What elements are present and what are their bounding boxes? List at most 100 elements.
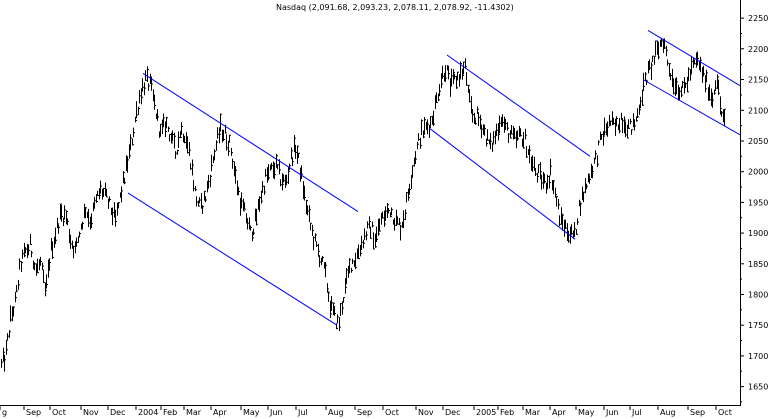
x-tick-label: Feb [163, 408, 177, 417]
price-bar [576, 229, 578, 235]
price-bar [294, 135, 296, 153]
price-bar [351, 267, 353, 273]
price-bar [595, 150, 597, 160]
y-tick-label: 2150 [748, 76, 768, 85]
x-tick-label: Dec [445, 408, 460, 417]
price-bar [177, 149, 179, 155]
price-bar [714, 89, 716, 95]
price-bar [4, 354, 6, 372]
price-bar [373, 232, 375, 250]
price-bar [412, 165, 414, 178]
price-bar [688, 67, 690, 82]
price-bar [22, 249, 24, 259]
price-bar [208, 175, 210, 189]
price-bar [334, 305, 336, 316]
price-bar [106, 188, 108, 198]
price-bar [376, 226, 378, 242]
price-bar [640, 96, 642, 109]
price-bar [544, 173, 546, 184]
price-bar [349, 258, 351, 274]
price-bar [559, 215, 561, 227]
price-bar [493, 131, 495, 144]
price-bar [325, 262, 327, 278]
price-bar [574, 222, 576, 237]
price-bar [553, 180, 555, 195]
price-bar [441, 73, 443, 89]
price-bar [721, 111, 723, 117]
price-bar [328, 291, 330, 302]
price-bar [219, 127, 221, 144]
price-bar [724, 108, 726, 127]
price-bar [703, 65, 705, 77]
price-bar [481, 124, 483, 139]
x-tick-label: May [578, 408, 595, 417]
price-bar [712, 92, 714, 108]
price-bar [109, 196, 111, 202]
price-bar [418, 133, 420, 141]
trend-channel-lines [127, 29, 741, 326]
price-bar [661, 38, 663, 47]
price-bar [535, 168, 537, 176]
price-bar [589, 175, 591, 184]
price-bar [451, 68, 453, 87]
y-tick-label: 1700 [748, 352, 768, 361]
price-bar [649, 59, 651, 71]
price-bar [523, 132, 525, 149]
price-bar [96, 194, 98, 203]
x-tick-label: Oct [52, 408, 66, 417]
price-bar [231, 148, 233, 156]
price-bar [310, 222, 312, 231]
price-bar [508, 133, 510, 144]
price-bar [496, 123, 498, 136]
price-bar [187, 136, 189, 154]
price-bar [378, 218, 380, 236]
price-bar [289, 163, 291, 171]
trend-line [142, 72, 359, 213]
price-bar [265, 168, 267, 177]
y-tick-label: 1850 [748, 260, 768, 269]
price-bar [538, 164, 540, 174]
price-bar [42, 262, 44, 271]
price-bar [276, 153, 278, 168]
price-bar [57, 217, 59, 229]
price-bar [390, 212, 392, 218]
price-bar [204, 190, 206, 201]
price-bar [679, 87, 681, 101]
price-bar [408, 188, 410, 201]
price-bar [43, 269, 45, 284]
price-bar [232, 158, 234, 169]
price-bar [415, 151, 417, 164]
price-series [1, 38, 726, 372]
price-bar [336, 323, 338, 330]
price-bar [654, 55, 656, 65]
price-bar [636, 116, 638, 122]
price-bar [715, 80, 717, 91]
price-bar [37, 258, 39, 274]
x-tick-label: 2005 [476, 408, 496, 417]
price-bar [619, 117, 621, 134]
price-bar [319, 255, 321, 268]
price-bar [399, 218, 401, 226]
price-bar [562, 213, 564, 231]
price-bar [630, 118, 632, 125]
x-tick-label: Mar [186, 408, 202, 417]
price-bar [277, 164, 279, 170]
price-bar [579, 199, 581, 207]
x-tick-label: Jun [605, 408, 619, 417]
price-bar [318, 243, 320, 257]
price-bar [388, 208, 390, 214]
price-bar [184, 135, 186, 144]
price-bar [607, 121, 609, 137]
price-bar [100, 180, 102, 194]
price-bar [625, 121, 627, 138]
price-bar [205, 196, 207, 203]
price-bar [490, 132, 492, 150]
x-tick-label: Oct [385, 408, 399, 417]
price-bar [367, 221, 369, 229]
price-bar [474, 112, 476, 124]
price-bar [264, 185, 266, 195]
price-bar [571, 224, 573, 235]
price-bar [1, 358, 3, 368]
price-bar [651, 62, 653, 80]
price-bar [526, 146, 528, 158]
